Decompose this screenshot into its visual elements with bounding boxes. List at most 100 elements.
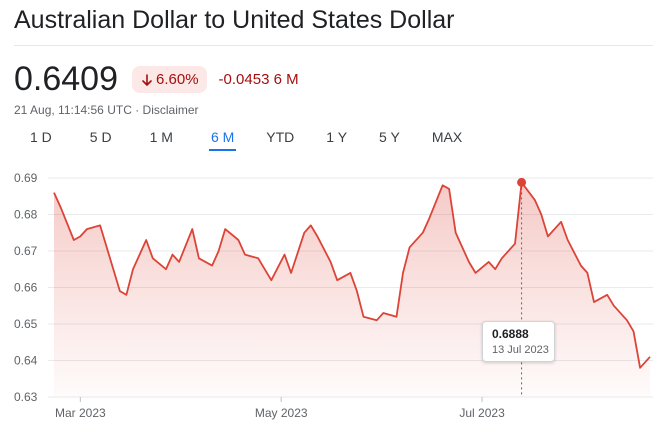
data-point[interactable] <box>301 230 307 236</box>
range-tabs: 1 D 5 D 1 M 6 M YTD 1 Y 5 Y MAX <box>30 129 463 151</box>
data-point[interactable] <box>150 255 156 261</box>
data-point[interactable] <box>222 226 228 232</box>
chart-tooltip: 0.6888 13 Jul 2023 <box>482 321 555 362</box>
data-point[interactable] <box>347 270 353 276</box>
tooltip-value: 0.6888 <box>492 327 529 341</box>
data-point[interactable] <box>472 270 478 276</box>
data-point[interactable] <box>176 259 182 265</box>
data-point[interactable] <box>492 266 498 272</box>
data-point[interactable] <box>334 277 340 283</box>
tab-1d[interactable]: 1 D <box>30 129 52 145</box>
timestamp: 21 Aug, 11:14:56 UTC <box>14 103 132 117</box>
tab-1y[interactable]: 1 Y <box>326 129 348 145</box>
data-point[interactable] <box>281 252 287 258</box>
data-point[interactable] <box>499 255 505 261</box>
x-tick-label: May 2023 <box>255 406 308 420</box>
y-tick-label: 0.68 <box>14 208 38 222</box>
data-point[interactable] <box>77 233 83 239</box>
data-point[interactable] <box>611 303 617 309</box>
data-point[interactable] <box>440 182 446 188</box>
tooltip-date: 13 Jul 2023 <box>492 344 549 356</box>
disclaimer-link[interactable]: Disclaimer <box>142 103 199 117</box>
data-point[interactable] <box>104 244 110 250</box>
y-tick-label: 0.64 <box>14 354 38 368</box>
data-point[interactable] <box>262 266 268 272</box>
data-point[interactable] <box>51 190 57 196</box>
data-point[interactable] <box>170 252 176 258</box>
data-point[interactable] <box>361 314 367 320</box>
price-row: 0.6409 6.60% -0.0453 6 M <box>14 60 299 99</box>
data-point[interactable] <box>446 186 452 192</box>
data-point[interactable] <box>130 266 136 272</box>
tab-5y[interactable]: 5 Y <box>379 129 400 145</box>
data-point[interactable] <box>591 299 597 305</box>
data-point[interactable] <box>532 197 538 203</box>
data-point[interactable] <box>624 317 630 323</box>
y-tick-label: 0.67 <box>14 244 38 258</box>
data-point[interactable] <box>407 244 413 250</box>
data-point[interactable] <box>58 204 64 210</box>
data-point[interactable] <box>242 252 248 258</box>
data-point[interactable] <box>400 270 406 276</box>
data-point[interactable] <box>512 241 518 247</box>
data-point[interactable] <box>486 259 492 265</box>
data-point[interactable] <box>268 277 274 283</box>
data-point[interactable] <box>374 317 380 323</box>
data-point[interactable] <box>538 212 544 218</box>
data-point[interactable] <box>97 222 103 228</box>
data-point[interactable] <box>288 270 294 276</box>
data-point[interactable] <box>314 233 320 239</box>
arrow-down-icon <box>142 73 152 86</box>
data-point[interactable] <box>163 266 169 272</box>
data-point[interactable] <box>647 354 653 360</box>
timestamp-line: 21 Aug, 11:14:56 UTC · Disclaimer <box>14 103 199 117</box>
data-point[interactable] <box>584 270 590 276</box>
y-tick-label: 0.63 <box>14 390 38 404</box>
data-point[interactable] <box>209 263 215 269</box>
data-point[interactable] <box>466 259 472 265</box>
x-tick-label: Mar 2023 <box>55 406 106 420</box>
data-point[interactable] <box>380 310 386 316</box>
data-point[interactable] <box>189 226 195 232</box>
tab-5d[interactable]: 5 D <box>89 129 112 145</box>
data-point[interactable] <box>255 255 261 261</box>
data-point[interactable] <box>604 292 610 298</box>
change-percent: 6.60% <box>156 71 199 88</box>
data-point[interactable] <box>328 259 334 265</box>
data-point[interactable] <box>354 288 360 294</box>
data-point[interactable] <box>578 263 584 269</box>
data-point[interactable] <box>196 255 202 261</box>
tab-6m[interactable]: 6 M <box>208 129 237 151</box>
data-point[interactable] <box>565 237 571 243</box>
data-point[interactable] <box>420 230 426 236</box>
x-tick-label: Jul 2023 <box>459 406 505 420</box>
data-point[interactable] <box>393 314 399 320</box>
data-point[interactable] <box>235 237 241 243</box>
data-point[interactable] <box>545 233 551 239</box>
data-point[interactable] <box>426 215 432 221</box>
data-point[interactable] <box>216 248 222 254</box>
data-point[interactable] <box>631 328 637 334</box>
data-point[interactable] <box>71 237 77 243</box>
tab-ytd[interactable]: YTD <box>266 129 295 145</box>
change-badge: 6.60% <box>132 66 207 93</box>
data-point[interactable] <box>637 365 643 371</box>
series-line <box>53 181 651 369</box>
data-point[interactable] <box>117 288 123 294</box>
data-point[interactable] <box>558 219 564 225</box>
y-tick-label: 0.69 <box>14 171 38 185</box>
highlight-point <box>517 177 527 187</box>
data-point[interactable] <box>84 226 90 232</box>
data-point[interactable] <box>123 292 129 298</box>
data-point[interactable] <box>453 230 459 236</box>
current-price: 0.6409 <box>14 60 118 98</box>
data-point[interactable] <box>143 237 149 243</box>
y-tick-label: 0.66 <box>14 281 38 295</box>
change-absolute: -0.0453 6 M <box>218 71 299 88</box>
data-point[interactable] <box>308 222 314 228</box>
y-tick-label: 0.65 <box>14 317 38 331</box>
header-divider <box>14 45 653 46</box>
tab-max[interactable]: MAX <box>431 129 463 145</box>
tab-1m[interactable]: 1 M <box>149 129 173 145</box>
